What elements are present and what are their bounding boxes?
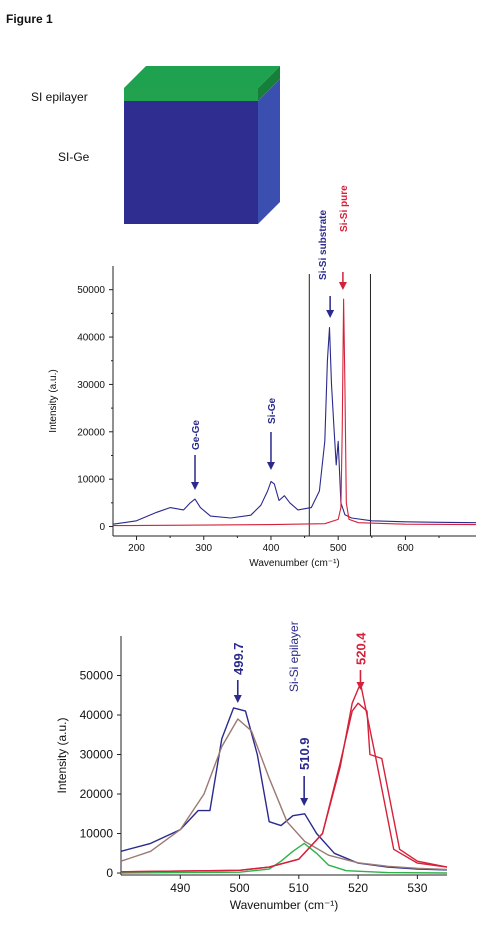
x-tick-label: 520 — [348, 881, 368, 895]
arrow-si-si-pure-head — [338, 282, 347, 290]
arrow-510-9-head — [300, 798, 309, 806]
series-line-green-2 — [120, 842, 448, 874]
x-tick-label: 300 — [195, 543, 212, 554]
x-tick-label: 490 — [170, 881, 190, 895]
annotation-si-ge: Si-Ge — [267, 397, 278, 424]
series-line-blue-0 — [112, 327, 477, 525]
sige-front-face — [124, 101, 258, 224]
epilayer-top-face — [124, 66, 280, 88]
annotation-499-7: 499.7 — [231, 642, 246, 675]
epilayer-side-face — [258, 66, 280, 101]
x-tick-label: 500 — [330, 543, 347, 554]
y-tick-label: 40000 — [77, 333, 105, 344]
x-tick-label: 200 — [128, 543, 145, 554]
y-tick-label: 30000 — [80, 748, 114, 762]
series-line-red-4 — [120, 702, 448, 873]
figure-label: Figure 1 — [6, 12, 53, 26]
y-axis-label: Intensity (a.u.) — [48, 369, 59, 432]
annotation-si-si-substrate: Si-Si substrate — [318, 210, 329, 280]
chart-bottom: 0 10000 20000 30000 40000 50000 490 500 510 520 53… — [55, 621, 448, 912]
x-tick-label: 530 — [407, 881, 427, 895]
annotation-si-si-pure: Si-Si pure — [339, 185, 350, 232]
arrow-499-7-head — [233, 695, 242, 703]
y-tick-label: 50000 — [80, 669, 114, 683]
arrow-si-ge-head — [266, 462, 275, 470]
annotation-520-4: 520.4 — [353, 632, 368, 665]
y-tick-label: 20000 — [77, 427, 105, 438]
series-line-brown-1 — [120, 718, 448, 871]
arrow-si-si-substrate-head — [326, 310, 335, 318]
sige-label: SI-Ge — [58, 150, 90, 164]
y-tick-label: 20000 — [80, 787, 114, 801]
y-tick-label: 10000 — [77, 475, 105, 486]
y-axis-label: Intensity (a.u.) — [55, 717, 69, 793]
x-tick-label: 400 — [263, 543, 280, 554]
x-axis-label: Wavenumber (cm⁻¹) — [230, 898, 339, 912]
annotation-ge-ge: Ge-Ge — [191, 420, 202, 450]
x-tick-label: 500 — [230, 881, 250, 895]
series-line-blue-0 — [120, 707, 448, 871]
epilayer-label: SI epilayer — [31, 90, 88, 104]
y-tick-label: 10000 — [80, 827, 114, 841]
y-tick-label: 30000 — [77, 380, 105, 391]
sige-side-face — [258, 79, 280, 224]
y-tick-label: 50000 — [77, 285, 105, 296]
layer-schematic: SI epilayer SI-Ge — [31, 66, 280, 224]
x-tick-label: 510 — [289, 881, 309, 895]
y-tick-label: 40000 — [80, 708, 114, 722]
annotation-510-9: 510.9 — [297, 737, 312, 770]
chart-top: 0 10000 20000 30000 40000 50000 200 300 400 500 60… — [48, 185, 477, 569]
epilayer-front-face — [124, 88, 258, 101]
x-axis-label: Wavenumber (cm⁻¹) — [249, 558, 339, 569]
annotation-si-si-epilayer: Si-Si epilayer — [287, 621, 301, 692]
y-tick-label: 0 — [99, 522, 105, 533]
x-tick-label: 600 — [397, 543, 414, 554]
series-line-red-1 — [112, 298, 477, 527]
arrow-520-4-head — [356, 682, 365, 690]
arrow-ge-ge-head — [191, 482, 200, 490]
y-tick-label: 0 — [106, 866, 113, 880]
